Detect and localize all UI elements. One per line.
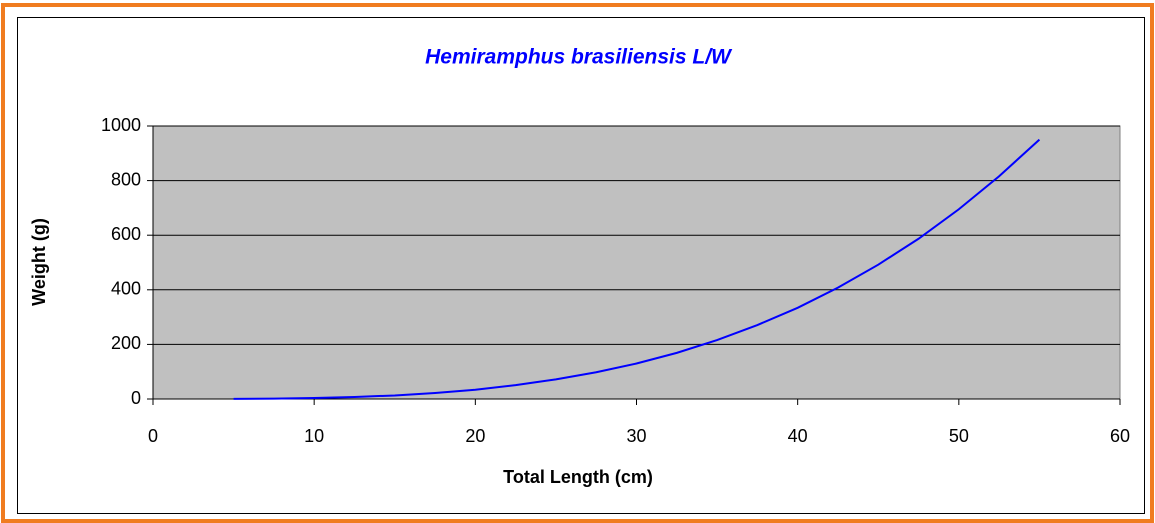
x-tick-label: 0: [148, 426, 158, 446]
x-tick-label: 40: [788, 426, 808, 446]
outer-frame: [1, 3, 1154, 523]
data-line: [233, 138, 1041, 400]
plot-area: [152, 125, 1121, 400]
y-tick-label: 400: [111, 279, 141, 299]
x-tick-label: 30: [626, 426, 646, 446]
y-tick-label: 800: [111, 169, 141, 189]
y-tick-label: 200: [111, 333, 141, 353]
chart-title: Hemiramphus brasiliensis L/W: [425, 46, 733, 69]
x-tick-label: 60: [1110, 426, 1130, 446]
x-tick-label: 50: [949, 426, 969, 446]
y-axis-title: Weight (g): [29, 218, 49, 306]
y-tick-label: 0: [131, 388, 141, 408]
x-tick-label: 20: [465, 426, 485, 446]
x-axis-title: Total Length (cm): [503, 467, 653, 487]
y-tick-label: 1000: [101, 115, 141, 135]
x-tick-label: 10: [304, 426, 324, 446]
y-tick-label: 600: [111, 224, 141, 244]
